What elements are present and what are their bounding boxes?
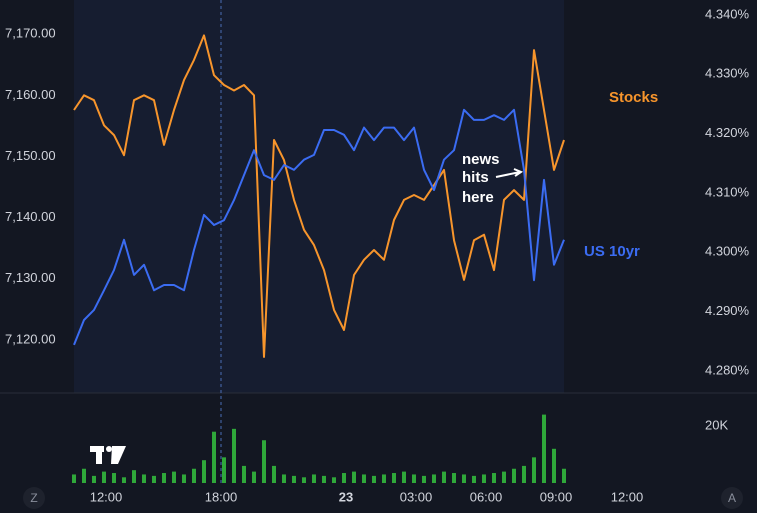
- x-tick-label: 06:00: [470, 489, 503, 504]
- series-label: Stocks: [609, 89, 658, 106]
- series-line: [73, 34, 565, 358]
- y2-tick-label: 4.330%: [705, 66, 750, 81]
- button[interactable]: [721, 487, 743, 509]
- volume-bar: [122, 477, 126, 483]
- volume-bar: [242, 465, 246, 483]
- volume-bar: [322, 475, 326, 483]
- volume-bar: [562, 468, 566, 483]
- x-tick-label: 12:00: [90, 489, 123, 504]
- volume-bar: [472, 475, 476, 483]
- volume-bar: [162, 473, 166, 483]
- volume-bar: [392, 473, 396, 483]
- volume-bar: [362, 474, 366, 483]
- volume-bar: [462, 474, 466, 483]
- volume-bar: [422, 475, 426, 483]
- volume-bar: [72, 474, 76, 483]
- x-tick-label: 23: [339, 489, 353, 504]
- volume-bar: [342, 473, 346, 483]
- y2-tick-label: 4.280%: [705, 362, 750, 377]
- x-tick-label: 18:00: [205, 489, 238, 504]
- volume-bar: [92, 475, 96, 483]
- y2-tick-label: 4.300%: [705, 244, 750, 259]
- plot-shade: [74, 0, 564, 393]
- volume-bar: [262, 440, 266, 483]
- volume-bar: [372, 475, 376, 483]
- volume-bar: [252, 471, 256, 483]
- volume-bar: [282, 474, 286, 483]
- x-tick-label: 09:00: [540, 489, 573, 504]
- volume-bar: [512, 468, 516, 483]
- y-tick-label: 7,170.00: [5, 26, 56, 41]
- y-tick-label: 7,150.00: [5, 148, 56, 163]
- volume-bar: [492, 473, 496, 483]
- annotation-arrow: [495, 168, 524, 178]
- volume-bar: [132, 470, 136, 483]
- volume-bar: [232, 428, 236, 483]
- volume-bar: [432, 474, 436, 483]
- volume-bar: [152, 475, 156, 483]
- volume-bar: [532, 457, 536, 483]
- annotation: hits: [462, 169, 489, 186]
- volume-tick-label: 20K: [705, 417, 728, 432]
- volume-bar: [272, 465, 276, 483]
- button[interactable]: [23, 487, 45, 509]
- volume-bar: [302, 477, 306, 483]
- volume-bar: [382, 474, 386, 483]
- volume-bar: [192, 468, 196, 483]
- volume-bar: [542, 414, 546, 483]
- volume-bar: [442, 471, 446, 483]
- button-label[interactable]: Z: [30, 491, 37, 505]
- y2-tick-label: 4.340%: [705, 6, 750, 21]
- series-label: US 10yr: [584, 243, 640, 260]
- annotation: here: [462, 189, 494, 206]
- volume-bar: [352, 471, 356, 483]
- x-tick-label: 12:00: [611, 489, 644, 504]
- volume-bar: [552, 448, 556, 483]
- volume-bar: [482, 474, 486, 483]
- volume-bar: [112, 473, 116, 483]
- volume-bar: [502, 471, 506, 483]
- volume-bar: [522, 465, 526, 483]
- y-tick-label: 7,130.00: [5, 270, 56, 285]
- button-label[interactable]: A: [728, 491, 736, 505]
- volume-bar: [452, 473, 456, 483]
- volume-bar: [412, 474, 416, 483]
- logo: [90, 446, 126, 464]
- volume-bar: [222, 457, 226, 483]
- volume-bar: [102, 471, 106, 483]
- volume-bar: [202, 460, 206, 483]
- y2-tick-label: 4.310%: [705, 184, 750, 199]
- volume-bar: [82, 468, 86, 483]
- y2-tick-label: 4.290%: [705, 303, 750, 318]
- annotation: news: [462, 151, 500, 168]
- y-tick-label: 7,160.00: [5, 87, 56, 102]
- y2-tick-label: 4.320%: [705, 125, 750, 140]
- volume-bar: [142, 474, 146, 483]
- volume-bar: [212, 431, 216, 483]
- volume-bar: [292, 475, 296, 483]
- y-tick-label: 7,120.00: [5, 331, 56, 346]
- series-line: [73, 108, 565, 346]
- volume-bar: [172, 471, 176, 483]
- x-tick-label: 03:00: [400, 489, 433, 504]
- volume-bar: [402, 471, 406, 483]
- volume-bar: [332, 477, 336, 483]
- y-tick-label: 7,140.00: [5, 209, 56, 224]
- volume-bar: [182, 474, 186, 483]
- volume-bar: [312, 474, 316, 483]
